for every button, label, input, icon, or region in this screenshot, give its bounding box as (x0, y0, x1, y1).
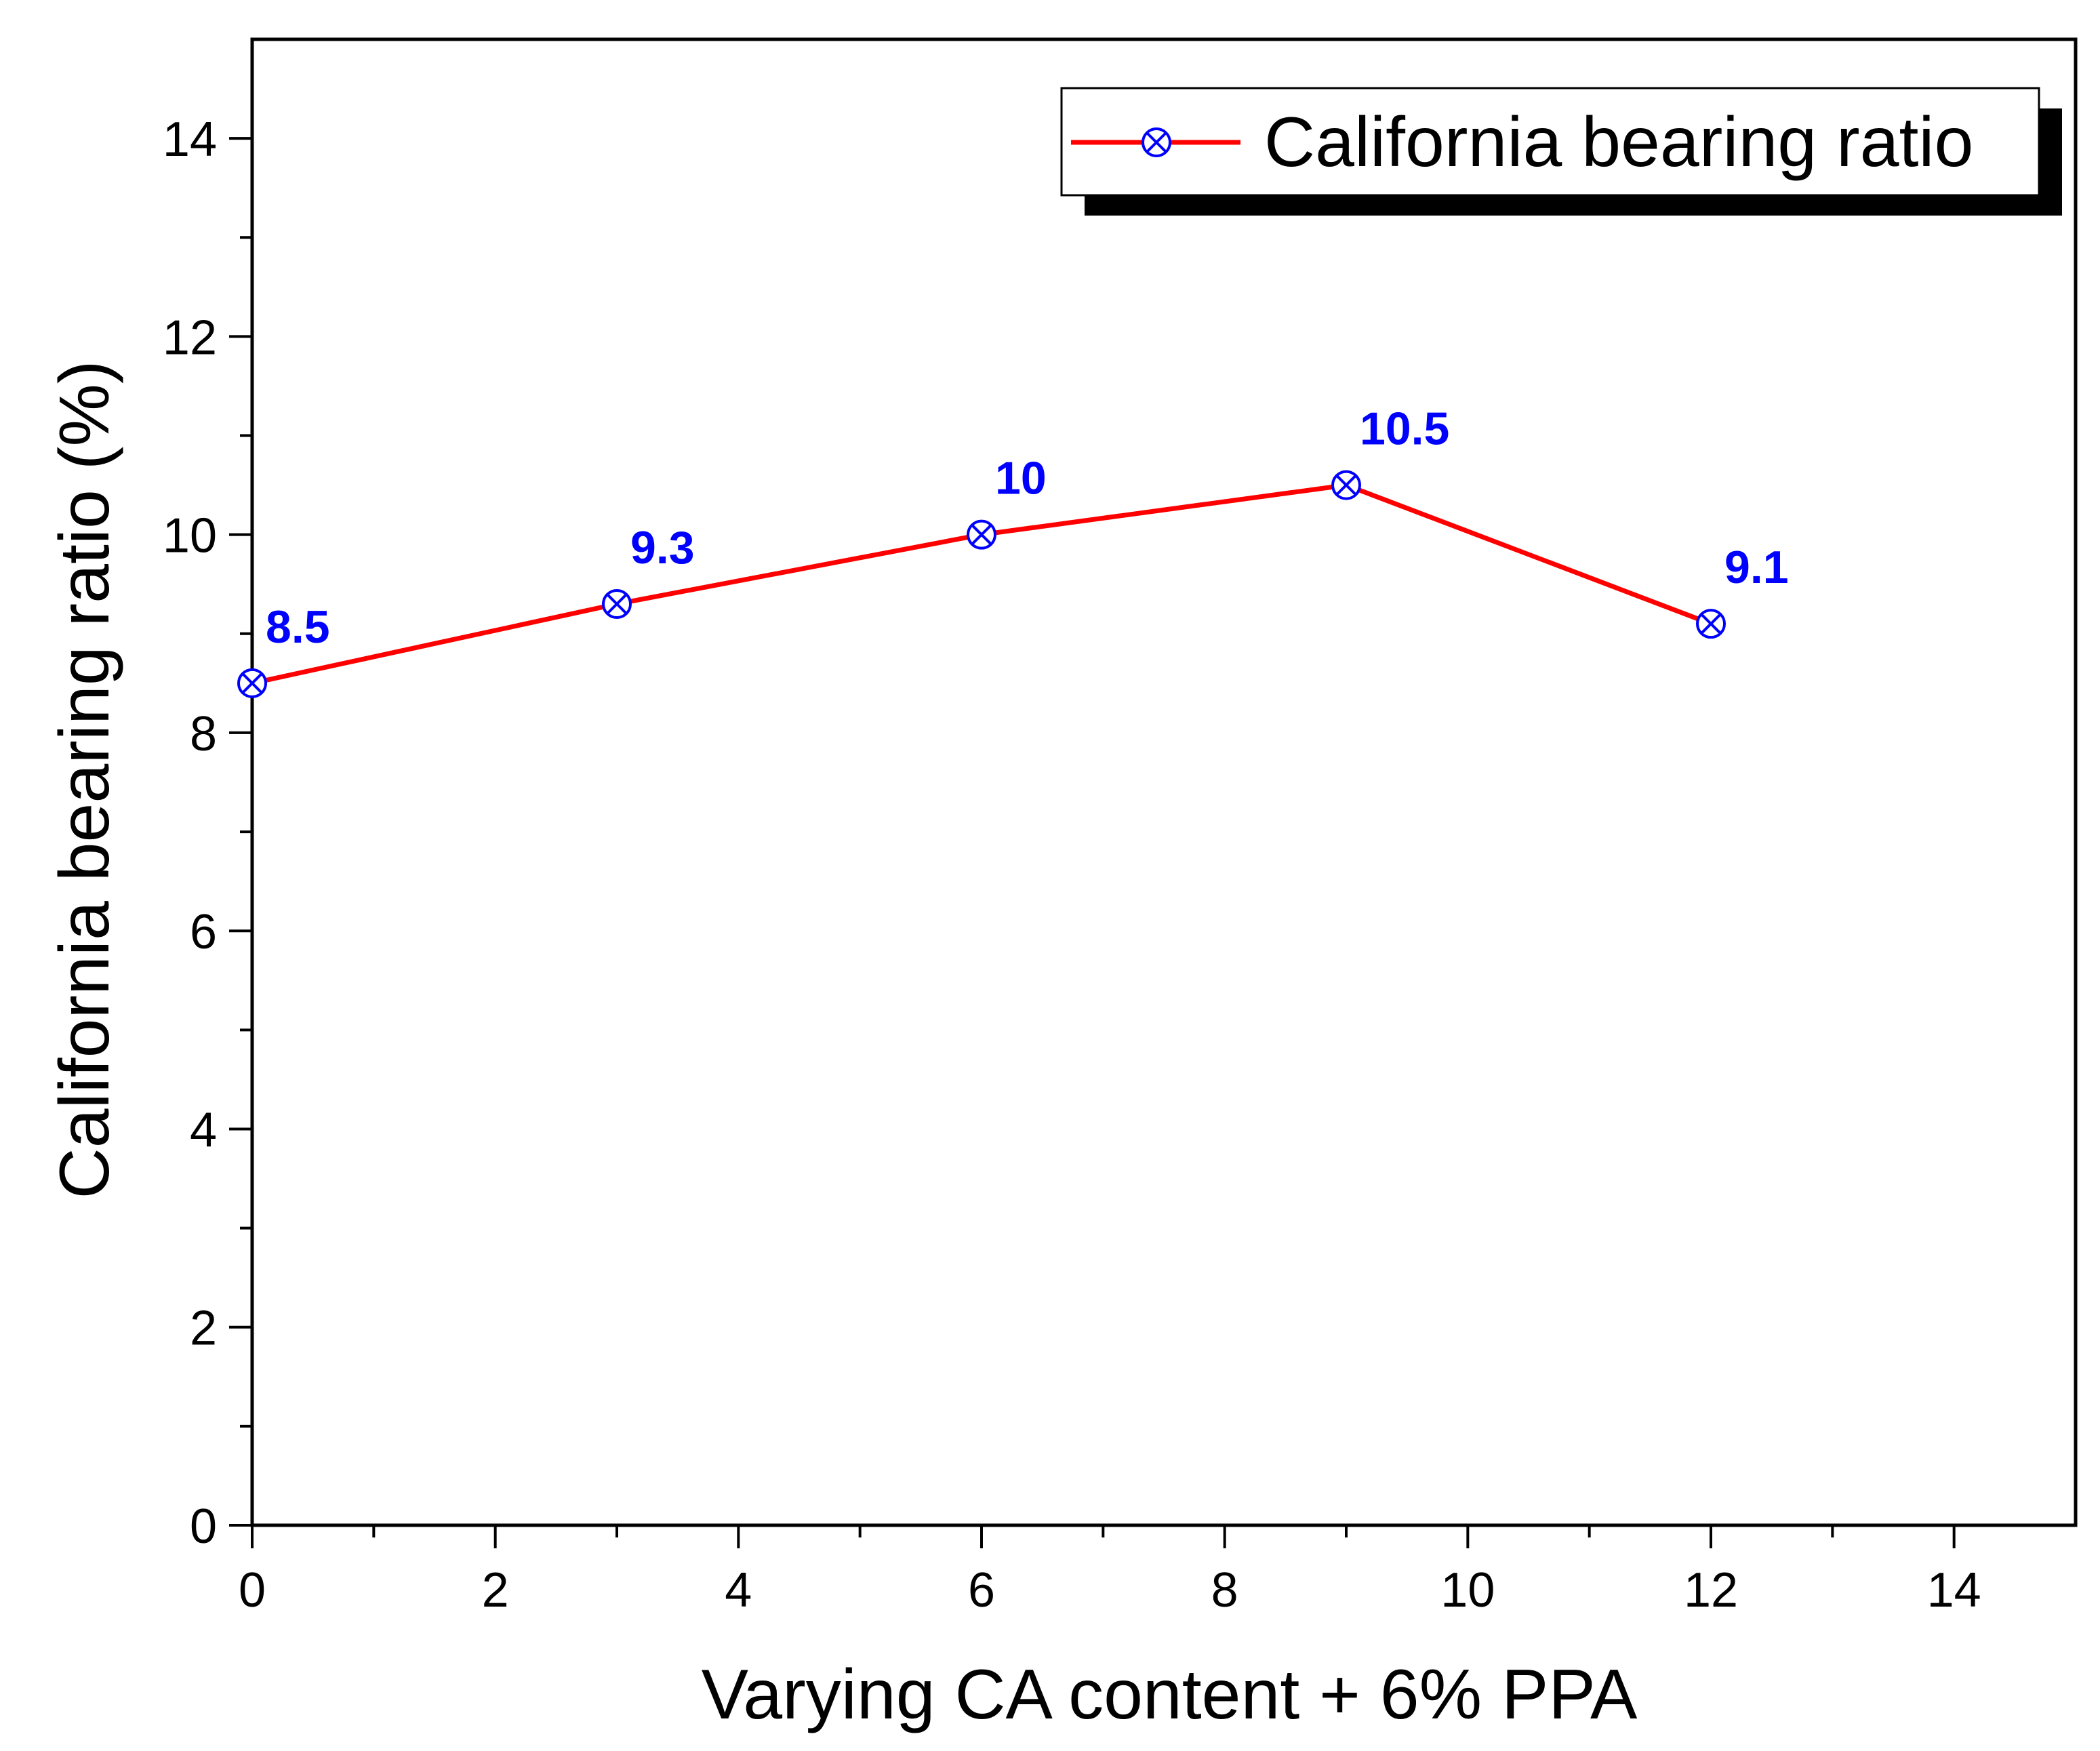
x-tick-label: 8 (1211, 1563, 1238, 1617)
data-point-marker (968, 521, 995, 548)
x-axis-ticks: 0 2 4 6 8 10 12 14 (239, 1525, 1981, 1617)
y-tick-label: 10 (163, 509, 217, 563)
legend-label: California bearing ratio (1264, 103, 1973, 182)
x-tick-label: 12 (1684, 1563, 1738, 1617)
y-tick-label: 8 (190, 707, 217, 761)
y-axis-title: California bearing ratio (%) (45, 361, 124, 1199)
x-tick-label: 2 (482, 1563, 509, 1617)
y-tick-label: 2 (190, 1302, 217, 1356)
legend: California bearing ratio (1062, 88, 2062, 216)
y-tick-label: 4 (190, 1103, 217, 1157)
series-line (252, 485, 1711, 683)
cbr-line-chart: 0 2 4 6 8 10 12 14 02468101214 8.59.31010.59.1 … (0, 0, 2100, 1751)
y-tick-label: 12 (163, 310, 217, 365)
plot-frame (252, 39, 2076, 1525)
x-tick-label: 10 (1440, 1563, 1495, 1617)
x-tick-label: 0 (239, 1563, 266, 1617)
data-point-label: 10 (995, 453, 1047, 504)
x-tick-label: 6 (968, 1563, 995, 1617)
data-point-marker (1333, 472, 1360, 499)
y-tick-label: 0 (190, 1500, 217, 1554)
data-point-label: 9.3 (630, 522, 695, 573)
y-tick-label: 14 (163, 113, 217, 167)
data-point-label: 10.5 (1360, 403, 1449, 455)
x-tick-label: 14 (1927, 1563, 1981, 1617)
data-point-marker (1697, 610, 1724, 637)
data-point-marker (603, 590, 630, 618)
data-point-marker (239, 670, 266, 697)
x-axis-title: Varying CA content + 6% PPA (702, 1655, 1638, 1734)
series-layer (239, 472, 1724, 697)
data-point-label: 8.5 (266, 601, 330, 653)
y-axis-ticks: 0 2 4 6 8 10 12 14 (163, 113, 252, 1554)
legend-marker-icon (1143, 129, 1170, 156)
data-point-label: 9.1 (1724, 542, 1789, 593)
y-tick-label: 6 (190, 905, 217, 959)
plot-area-border (252, 39, 2076, 1525)
legend-marker (1143, 129, 1170, 156)
x-tick-label: 4 (725, 1563, 752, 1617)
